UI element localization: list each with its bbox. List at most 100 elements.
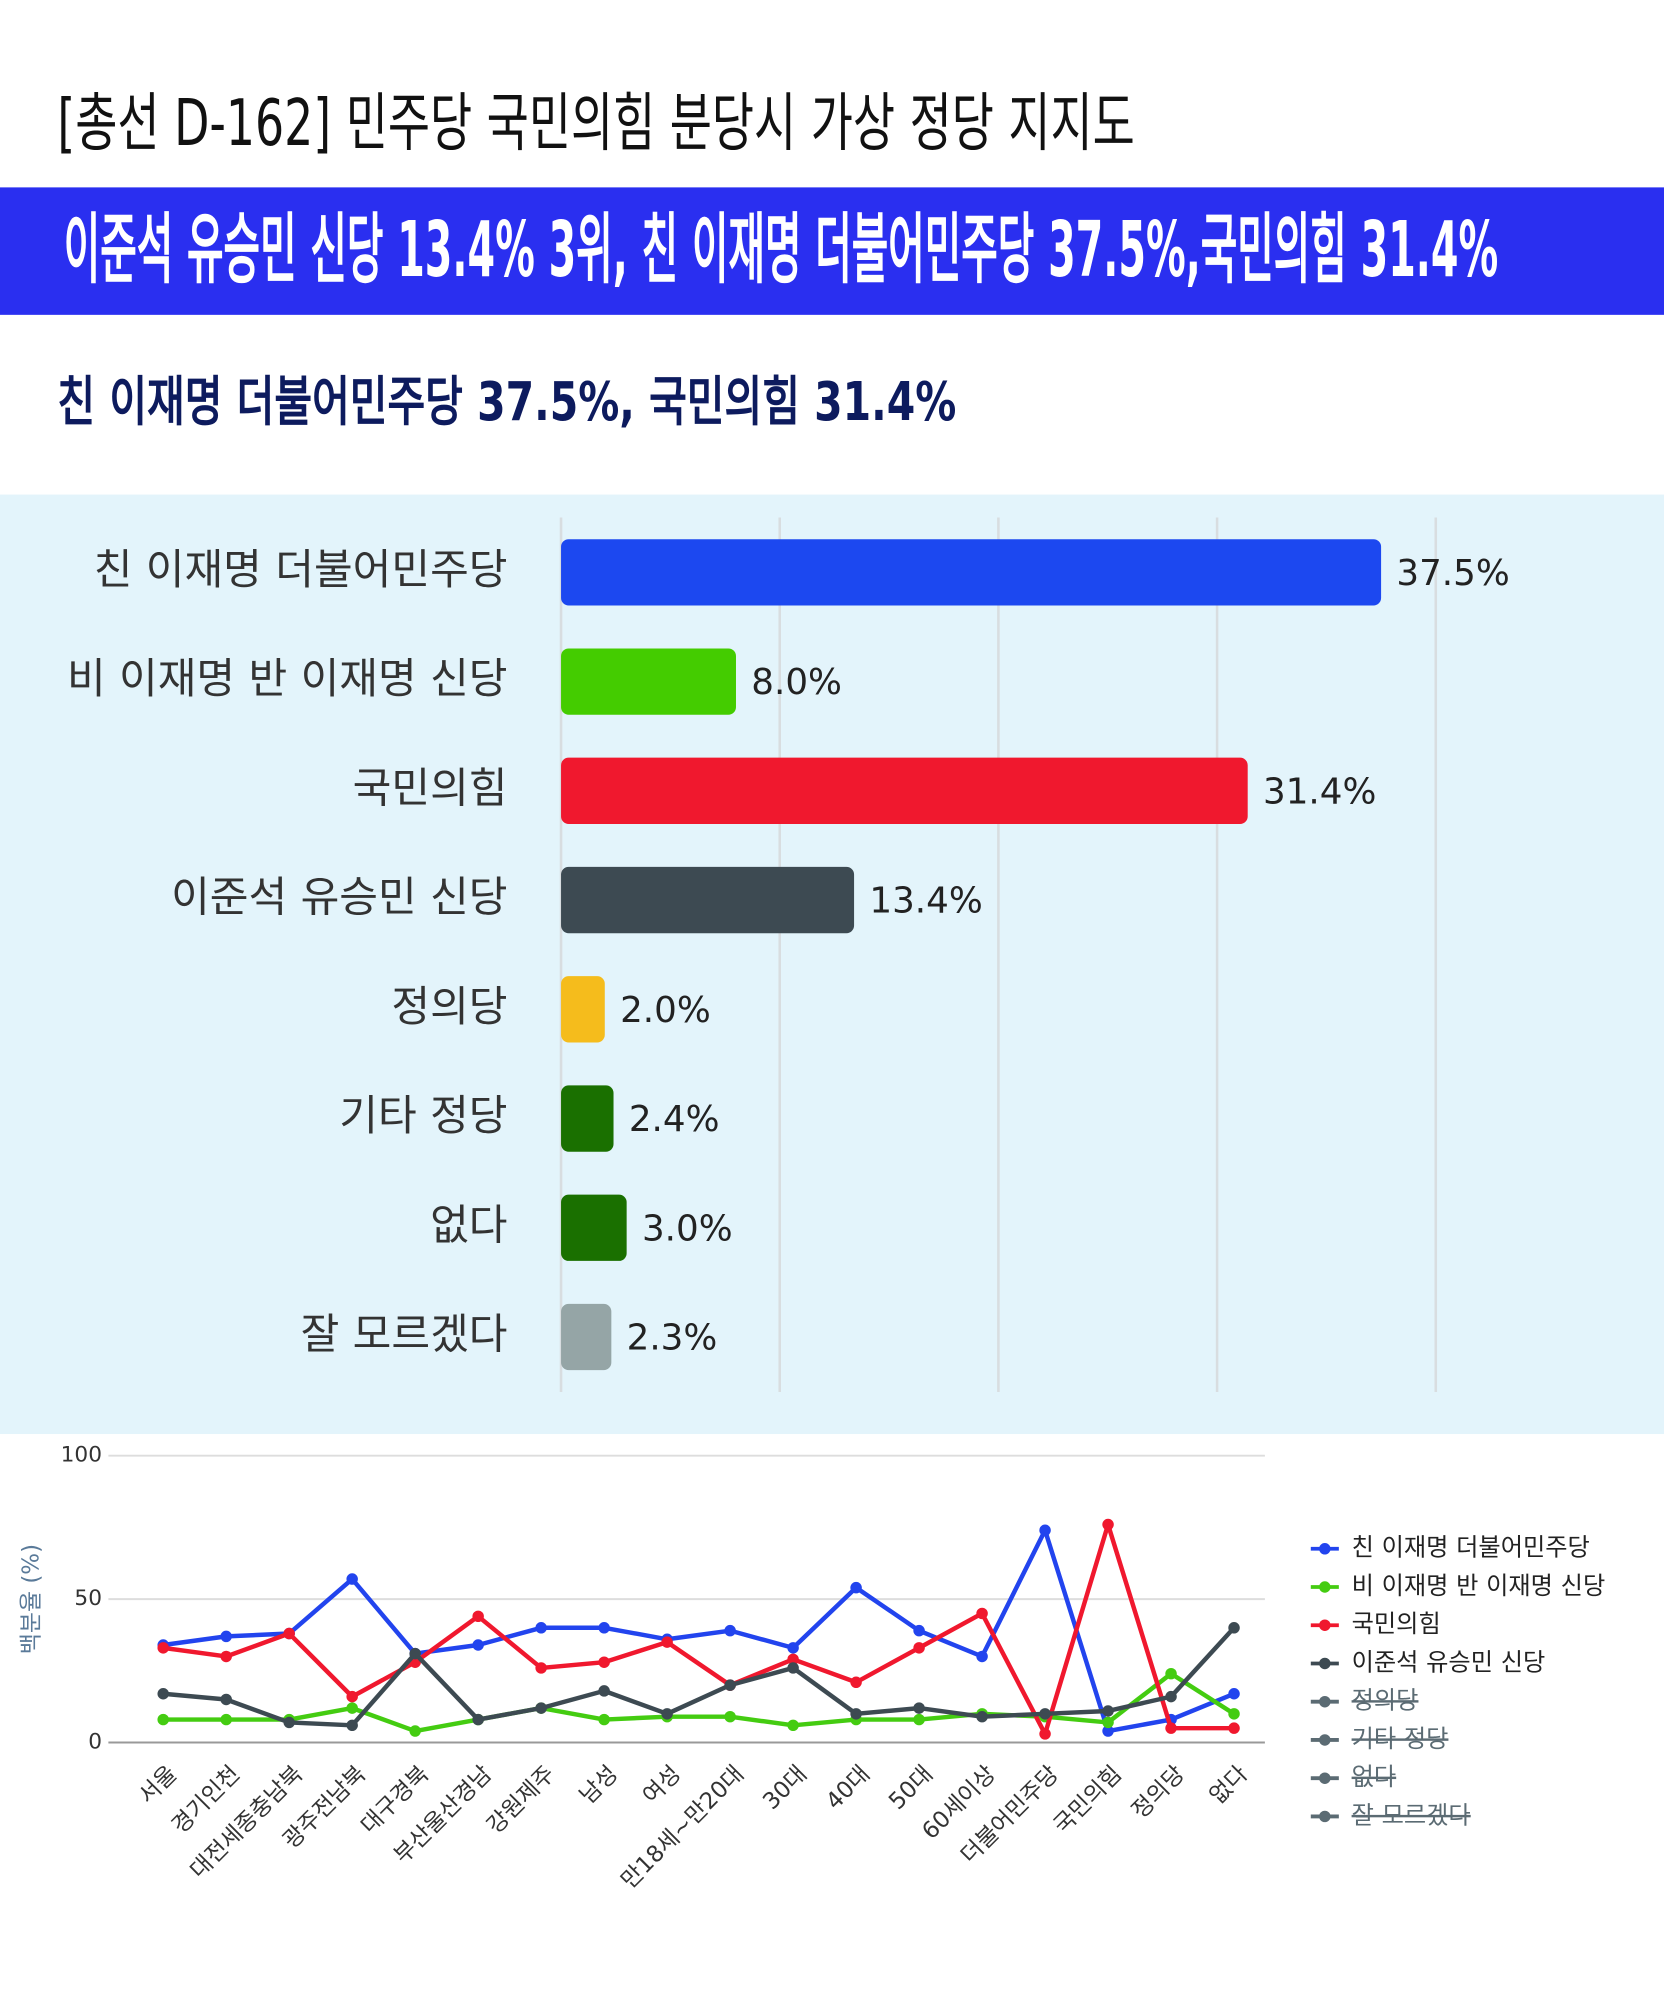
value-label: 3.0%: [642, 1208, 733, 1249]
data-point: [787, 1719, 799, 1732]
page-title: [총선 D-162] 민주당 국민의힘 분당시 가상 정당 지지도: [57, 87, 1134, 161]
data-point: [913, 1642, 925, 1654]
data-point: [976, 1650, 988, 1663]
legend-label: 없다: [1352, 1763, 1397, 1791]
series-line: [163, 1671, 1236, 1734]
data-point: [598, 1656, 610, 1668]
legend-marker: [1319, 1619, 1331, 1631]
data-point: [724, 1679, 736, 1691]
series-line: [162, 1528, 1235, 1734]
data-point: [1102, 1518, 1114, 1531]
data-point: [472, 1713, 484, 1726]
series-line: [162, 1522, 1235, 1737]
data-point: [1102, 1725, 1114, 1737]
data-point: [220, 1630, 232, 1643]
data-point: [220, 1650, 232, 1663]
category-label: 없다: [430, 1200, 507, 1249]
data-point: [976, 1710, 988, 1723]
data-point: [535, 1662, 547, 1674]
bar: [561, 1303, 612, 1371]
data-point: [1039, 1708, 1051, 1720]
data-point: [661, 1708, 673, 1720]
headline: 이준석 유승민 신당 13.4% 3위, 친 이재명 더불어민주당 37.5%,…: [64, 206, 1498, 295]
data-point: [346, 1702, 358, 1714]
bar: [561, 976, 605, 1043]
data-point: [283, 1627, 295, 1640]
data-point: [598, 1713, 610, 1726]
data-point: [157, 1713, 169, 1726]
data-point: [157, 1642, 169, 1654]
data-point: [346, 1690, 358, 1703]
data-point: [1165, 1667, 1177, 1680]
legend-label: 이준석 유승민 신당: [1352, 1648, 1546, 1676]
data-point: [283, 1716, 295, 1729]
data-point: [1102, 1716, 1114, 1729]
data-point: [1228, 1688, 1240, 1700]
data-point: [220, 1713, 232, 1726]
data-point: [787, 1662, 799, 1674]
bar: [561, 757, 1248, 824]
value-label: 2.3%: [627, 1318, 718, 1359]
data-point: [850, 1676, 862, 1689]
data-point: [724, 1624, 736, 1637]
data-point: [535, 1622, 547, 1634]
value-label: 31.4%: [1263, 771, 1376, 812]
series-line: [163, 1626, 1236, 1728]
legend-marker: [1319, 1581, 1331, 1593]
data-point: [787, 1642, 799, 1654]
data-point: [724, 1710, 736, 1723]
data-point: [1039, 1728, 1051, 1740]
data-point: [1228, 1708, 1240, 1720]
data-point: [787, 1653, 799, 1666]
data-point: [598, 1622, 610, 1634]
data-point: [661, 1636, 673, 1648]
value-label: 37.5%: [1396, 553, 1509, 594]
value-label: 2.4%: [629, 1099, 720, 1140]
legend-marker: [1319, 1543, 1331, 1555]
y-tick-label: 100: [61, 1443, 102, 1468]
data-point: [913, 1624, 925, 1637]
data-point: [472, 1610, 484, 1623]
data-point: [346, 1719, 358, 1732]
bar: [561, 1194, 627, 1261]
y-tick-label: 0: [88, 1730, 102, 1755]
legend-marker: [1319, 1734, 1331, 1746]
category-label: 국민의힘: [353, 763, 508, 812]
category-label: 정의당: [391, 982, 507, 1031]
data-point: [409, 1647, 421, 1660]
data-point: [472, 1639, 484, 1651]
data-point: [535, 1702, 547, 1714]
legend-label: 기타 정당: [1352, 1725, 1449, 1753]
data-point: [1228, 1622, 1240, 1634]
data-point: [1165, 1722, 1177, 1734]
bar: [561, 539, 1382, 606]
data-point: [976, 1607, 988, 1620]
bar: [561, 1085, 614, 1152]
y-tick-label: 50: [74, 1586, 102, 1611]
category-label: 비 이재명 반 이재명 신당: [67, 654, 508, 703]
data-point: [598, 1685, 610, 1697]
subtitle: 친 이재명 더불어민주당 37.5%, 국민의힘 31.4%: [57, 370, 956, 433]
data-point: [1165, 1690, 1177, 1703]
bar: [561, 648, 736, 715]
legend-marker: [1319, 1810, 1331, 1823]
data-point: [850, 1708, 862, 1720]
data-point: [157, 1688, 169, 1700]
category-label: 기타 정당: [339, 1091, 507, 1140]
legend-label: 친 이재명 더불어민주당: [1352, 1534, 1590, 1562]
data-point: [913, 1702, 925, 1714]
category-label: 친 이재명 더불어민주당: [94, 545, 508, 594]
headline-band: [0, 187, 1664, 315]
data-point: [1039, 1524, 1051, 1537]
data-point: [1228, 1722, 1240, 1734]
legend-marker: [1319, 1657, 1331, 1670]
data-point: [409, 1725, 421, 1737]
legend-label: 정의당: [1352, 1687, 1419, 1715]
y-axis-label: 백분율 (%): [18, 1544, 44, 1654]
value-label: 13.4%: [869, 881, 982, 922]
data-point: [220, 1693, 232, 1706]
data-point: [346, 1573, 358, 1585]
bar: [561, 866, 855, 934]
